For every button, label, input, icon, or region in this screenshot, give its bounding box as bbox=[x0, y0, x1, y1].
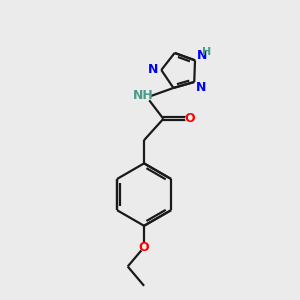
Circle shape bbox=[136, 88, 151, 102]
Text: O: O bbox=[184, 112, 194, 125]
Text: N: N bbox=[148, 63, 158, 76]
Circle shape bbox=[197, 83, 204, 91]
Circle shape bbox=[149, 66, 157, 73]
Text: N: N bbox=[197, 49, 207, 62]
Text: O: O bbox=[139, 241, 149, 254]
Text: N: N bbox=[196, 81, 206, 94]
Circle shape bbox=[186, 115, 193, 122]
Circle shape bbox=[203, 49, 210, 56]
Text: H: H bbox=[202, 47, 212, 57]
Circle shape bbox=[198, 52, 206, 59]
Text: NH: NH bbox=[133, 88, 154, 101]
Circle shape bbox=[140, 244, 148, 251]
